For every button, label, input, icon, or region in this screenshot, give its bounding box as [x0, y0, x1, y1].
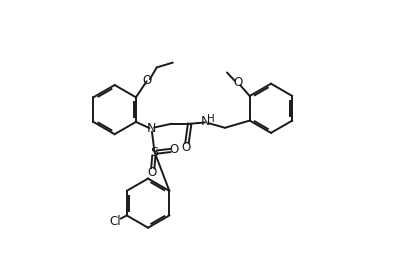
Text: S: S: [150, 146, 158, 159]
Text: N: N: [201, 114, 210, 128]
Text: O: O: [234, 76, 243, 89]
Text: O: O: [143, 74, 152, 87]
Text: Cl: Cl: [109, 215, 121, 228]
Text: N: N: [147, 122, 156, 135]
Text: O: O: [170, 143, 179, 156]
Text: O: O: [182, 141, 191, 154]
Text: H: H: [207, 114, 214, 124]
Text: O: O: [147, 166, 157, 179]
